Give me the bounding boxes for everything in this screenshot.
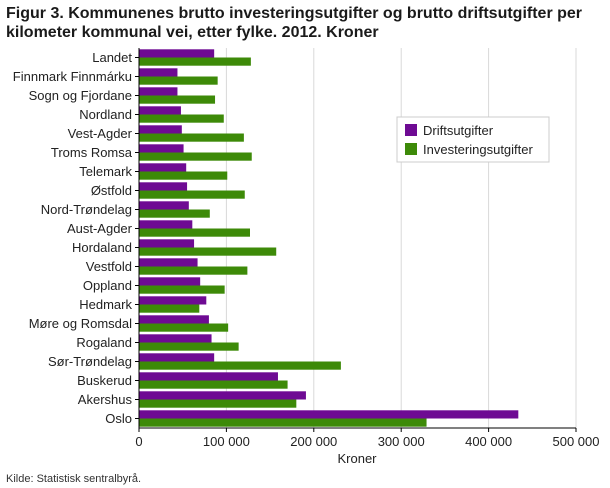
- bars: [139, 49, 519, 427]
- bar-drift: [139, 87, 178, 96]
- bar-drift: [139, 144, 184, 153]
- bar-drift: [139, 125, 182, 134]
- bar-invest: [139, 171, 228, 180]
- bar-invest: [139, 152, 252, 161]
- category-label: Aust-Agder: [67, 221, 133, 236]
- category-label: Vestfold: [86, 259, 132, 274]
- bar-drift: [139, 372, 278, 381]
- bar-drift: [139, 220, 193, 229]
- bar-drift: [139, 296, 207, 305]
- bar-drift: [139, 163, 187, 172]
- bar-drift: [139, 239, 195, 248]
- bar-drift: [139, 182, 188, 191]
- category-labels: Landet Finnmark Finnmárku Sogn og Fjordane…: [13, 50, 133, 426]
- bar-invest: [139, 418, 427, 427]
- bar-invest: [139, 57, 251, 66]
- x-axis-label: Kroner: [337, 451, 377, 466]
- category-label: Nord-Trøndelag: [41, 202, 132, 217]
- bar-drift: [139, 410, 519, 419]
- category-label: Rogaland: [76, 335, 132, 350]
- bar-drift: [139, 334, 212, 343]
- legend: Driftsutgifter Investeringsutgifter: [396, 116, 550, 163]
- bar-drift: [139, 68, 178, 77]
- category-label: Oppland: [83, 278, 132, 293]
- bar-invest: [139, 95, 216, 104]
- category-label: Finnmark Finnmárku: [13, 69, 132, 84]
- x-tick-label: 400 000: [465, 434, 512, 449]
- legend-swatch-investeringsutgifter: [405, 143, 417, 155]
- bar-drift: [139, 258, 198, 267]
- bar-invest: [139, 228, 250, 237]
- bar-invest: [139, 266, 248, 275]
- category-label: Akershus: [78, 392, 133, 407]
- legend-label-investeringsutgifter: Investeringsutgifter: [423, 142, 534, 157]
- bar-drift: [139, 49, 215, 58]
- bar-drift: [139, 353, 215, 362]
- bar-invest: [139, 247, 277, 256]
- bar-drift: [139, 315, 209, 324]
- bar-drift: [139, 391, 306, 400]
- bar-invest: [139, 209, 210, 218]
- legend-box: [396, 116, 550, 163]
- category-label: Hordaland: [72, 240, 132, 255]
- bar-invest: [139, 76, 218, 85]
- bar-drift: [139, 201, 189, 210]
- bar-invest: [139, 399, 297, 408]
- legend-label-driftsutgifter: Driftsutgifter: [423, 123, 494, 138]
- gridlines: [225, 48, 577, 428]
- category-label: Troms Romsa: [51, 145, 133, 160]
- bar-invest: [139, 133, 244, 142]
- x-tick-label: 500 000: [553, 434, 600, 449]
- category-label: Sør-Trøndelag: [48, 354, 132, 369]
- category-label: Sogn og Fjordane: [29, 88, 132, 103]
- bar-invest: [139, 361, 341, 370]
- x-tick-label: 300 000: [378, 434, 425, 449]
- category-label: Østfold: [91, 183, 132, 198]
- bar-invest: [139, 380, 288, 389]
- bar-invest: [139, 190, 245, 199]
- category-label: Oslo: [105, 411, 132, 426]
- category-label: Vest-Agder: [68, 126, 133, 141]
- bar-drift: [139, 277, 201, 286]
- legend-swatch-driftsutgifter: [405, 124, 417, 136]
- category-label: Hedmark: [79, 297, 132, 312]
- x-tick-label: 0: [135, 434, 142, 449]
- chart-title: Figur 3. Kommunenes brutto investeringsu…: [6, 5, 583, 41]
- category-label: Buskerud: [77, 373, 132, 388]
- bar-invest: [139, 285, 225, 294]
- bar-invest: [139, 114, 224, 123]
- x-tick-label: 100 000: [203, 434, 250, 449]
- axes: [135, 48, 577, 432]
- source-note: Kilde: Statistisk sentralbyrå.: [6, 473, 142, 485]
- x-tick-label: 200 000: [290, 434, 337, 449]
- bar-invest: [139, 342, 239, 351]
- bar-invest: [139, 304, 200, 313]
- category-label: Nordland: [79, 107, 132, 122]
- x-tick-labels: 0 100 000 200 000 300 000 400 000 500 000: [135, 434, 599, 449]
- bar-invest: [139, 323, 229, 332]
- category-label: Telemark: [79, 164, 132, 179]
- bar-drift: [139, 106, 181, 115]
- category-label: Møre og Romsdal: [29, 316, 132, 331]
- category-label: Landet: [92, 50, 132, 65]
